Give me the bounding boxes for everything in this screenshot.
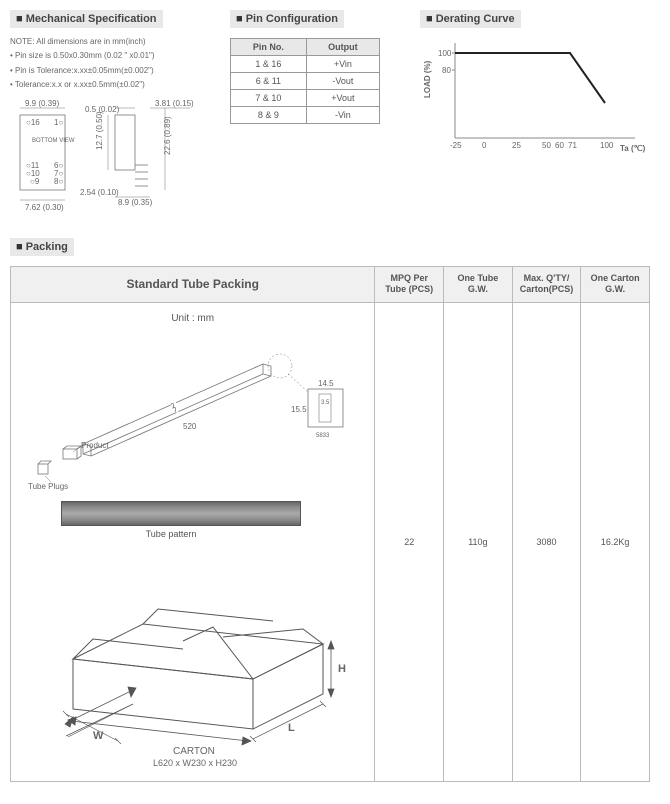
pin-r4c2: -Vin bbox=[306, 107, 379, 124]
pack-v4: 3080 bbox=[512, 302, 581, 781]
svg-text:Tube Plugs: Tube Plugs bbox=[28, 482, 68, 491]
svg-text:71: 71 bbox=[568, 141, 577, 150]
svg-text:8.9 (0.35): 8.9 (0.35) bbox=[118, 198, 153, 207]
tube-drawing: 520 Product Tube Plugs bbox=[23, 344, 363, 494]
pin-r2c2: -Vout bbox=[306, 73, 379, 90]
pin-config-header: Pin Configuration bbox=[230, 10, 344, 28]
svg-text:0: 0 bbox=[482, 141, 487, 150]
svg-text:60: 60 bbox=[555, 141, 564, 150]
mech-note-head: NOTE: All dimensions are in mm(inch) bbox=[10, 37, 210, 47]
derating-header: Derating Curve bbox=[420, 10, 521, 28]
pack-h4: Max. Q'TY/ Carton(PCS) bbox=[512, 266, 581, 302]
svg-text:9.9 (0.39): 9.9 (0.39) bbox=[25, 100, 60, 108]
svg-text:Product: Product bbox=[81, 441, 109, 450]
svg-text:○9: ○9 bbox=[30, 177, 40, 186]
svg-text:H: H bbox=[338, 663, 346, 675]
svg-text:100: 100 bbox=[600, 141, 614, 150]
derating-chart: LOAD (%) 100 80 -25 0 25 50 60 71 100 Ta… bbox=[420, 33, 645, 163]
packing-table: Standard Tube Packing MPQ Per Tube (PCS)… bbox=[10, 266, 650, 782]
svg-text:1○: 1○ bbox=[54, 118, 63, 127]
mech-drawing: ○161○ ○116○ ○107○ ○98○ BOTTOM VIEW 9.9 (… bbox=[10, 100, 210, 220]
tube-pattern-label: Tube pattern bbox=[21, 529, 321, 539]
svg-text:○16: ○16 bbox=[26, 118, 40, 127]
pack-h5: One Carton G.W. bbox=[581, 266, 650, 302]
svg-text:5833: 5833 bbox=[316, 433, 330, 439]
tube-pattern-bar bbox=[61, 501, 301, 526]
unit-label: Unit : mm bbox=[21, 313, 364, 324]
mech-note-2: • Pin is Tolerance:x.xx±0.05mm(±0.002") bbox=[10, 66, 210, 76]
svg-text:Ta (℃): Ta (℃) bbox=[620, 144, 645, 153]
svg-text:15.5: 15.5 bbox=[291, 405, 307, 414]
svg-text:L: L bbox=[288, 722, 295, 734]
svg-text:8○: 8○ bbox=[54, 177, 63, 186]
packing-diagram-cell: Unit : mm 520 bbox=[11, 302, 375, 781]
mech-note-3: • Tolerance:x.x or x.xx±0.5mm(±0.02") bbox=[10, 80, 210, 90]
svg-text:12.7 (0.50): 12.7 (0.50) bbox=[95, 111, 104, 150]
pack-h2: MPQ Per Tube (PCS) bbox=[375, 266, 444, 302]
svg-text:-25: -25 bbox=[450, 141, 462, 150]
svg-text:7.62 (0.30): 7.62 (0.30) bbox=[25, 203, 64, 212]
svg-text:3.81 (0.15): 3.81 (0.15) bbox=[155, 100, 194, 108]
packing-header: Packing bbox=[10, 238, 74, 256]
svg-text:50: 50 bbox=[542, 141, 551, 150]
pin-th2: Output bbox=[306, 39, 379, 56]
pin-r3c1: 7 & 10 bbox=[231, 90, 307, 107]
svg-text:25: 25 bbox=[512, 141, 521, 150]
svg-text:CARTON: CARTON bbox=[173, 746, 215, 757]
mech-spec-header: Mechanical Specification bbox=[10, 10, 163, 28]
pack-v3: 110g bbox=[444, 302, 513, 781]
carton-drawing: L bbox=[23, 569, 363, 769]
svg-text:80: 80 bbox=[442, 66, 451, 75]
pack-h3: One Tube G.W. bbox=[444, 266, 513, 302]
svg-text:W: W bbox=[93, 730, 104, 742]
pin-r4c1: 8 & 9 bbox=[231, 107, 307, 124]
pack-h1: Standard Tube Packing bbox=[11, 266, 375, 302]
pack-v5: 16.2Kg bbox=[581, 302, 650, 781]
pin-r1c2: +Vin bbox=[306, 56, 379, 73]
pin-table: Pin No. Output 1 & 16+Vin 6 & 11-Vout 7 … bbox=[230, 38, 380, 124]
pin-r3c2: +Vout bbox=[306, 90, 379, 107]
svg-text:22.6 (0.89): 22.6 (0.89) bbox=[163, 116, 172, 155]
svg-text:3.5: 3.5 bbox=[321, 400, 330, 406]
svg-text:2.54 (0.10): 2.54 (0.10) bbox=[80, 188, 119, 197]
pin-r2c1: 6 & 11 bbox=[231, 73, 307, 90]
svg-text:14.5: 14.5 bbox=[318, 379, 334, 388]
svg-text:BOTTOM VIEW: BOTTOM VIEW bbox=[32, 138, 75, 144]
pin-th1: Pin No. bbox=[231, 39, 307, 56]
svg-text:100: 100 bbox=[438, 49, 452, 58]
pin-r1c1: 1 & 16 bbox=[231, 56, 307, 73]
pack-v2: 22 bbox=[375, 302, 444, 781]
svg-text:520: 520 bbox=[183, 422, 197, 431]
svg-text:L620 x W230 x H230: L620 x W230 x H230 bbox=[153, 758, 237, 768]
mech-note-1: • Pin size is 0.50x0.30mm (0.02 " x0.01"… bbox=[10, 51, 210, 61]
svg-text:LOAD (%): LOAD (%) bbox=[423, 60, 432, 98]
